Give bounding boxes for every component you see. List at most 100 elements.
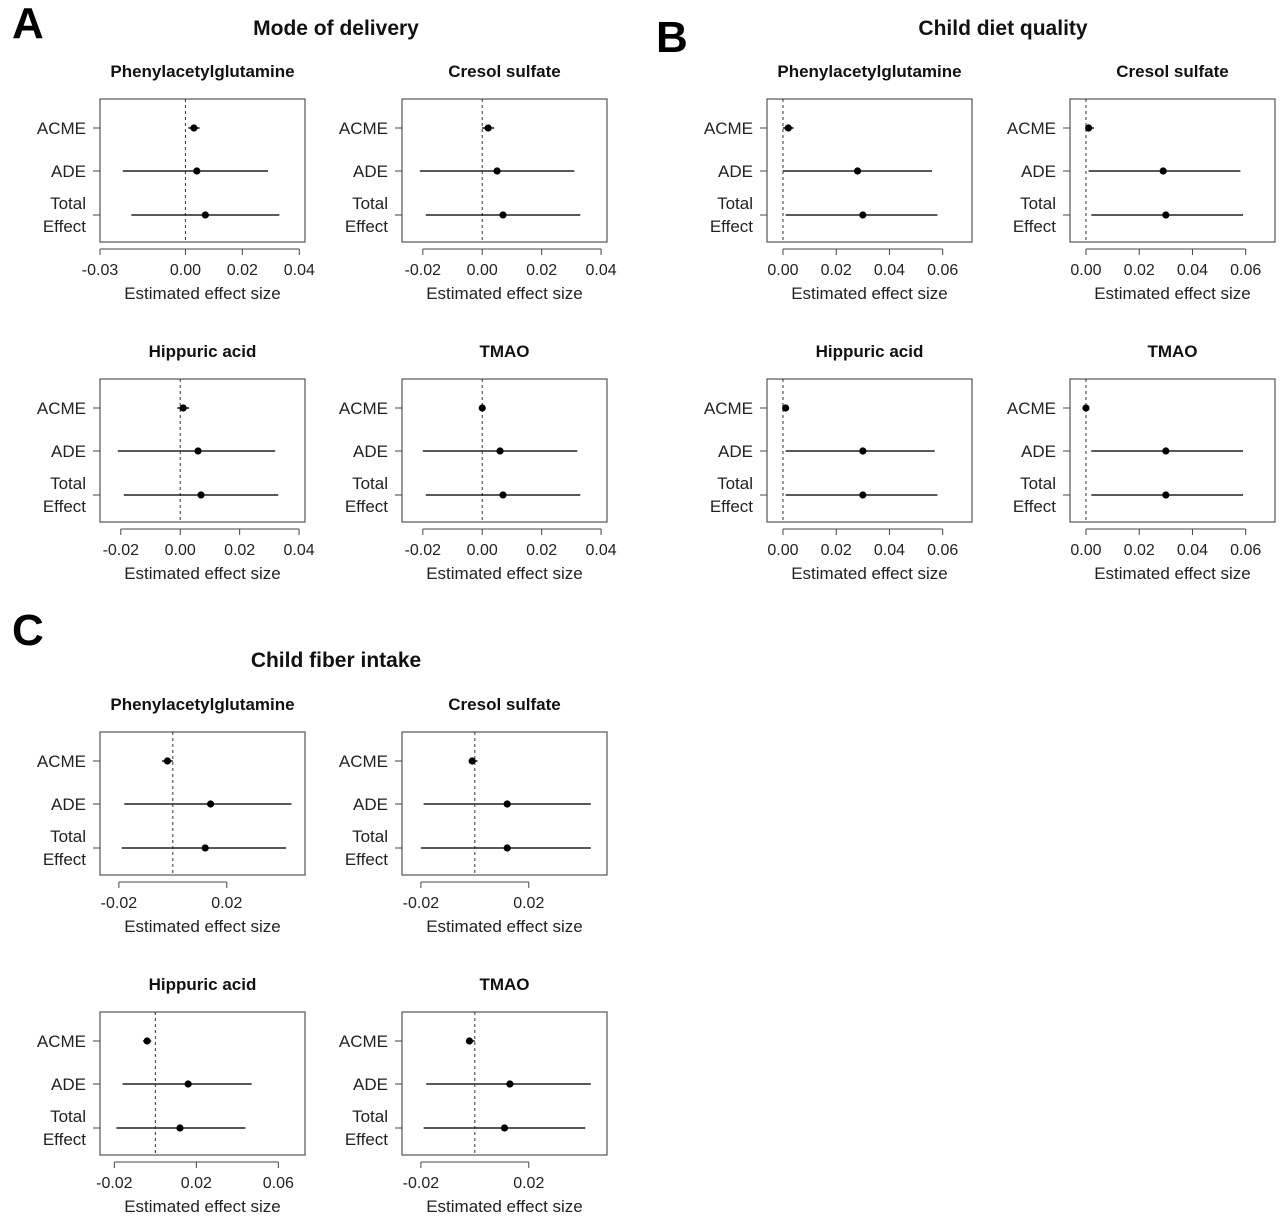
chart-c-3-title: Hippuric acid [149, 975, 257, 994]
chart-a-1-xtick-label: 0.04 [284, 262, 315, 279]
chart-b-2-xtick-label: 0.06 [1230, 262, 1261, 279]
chart-a-2-xtick-label: 0.04 [585, 262, 616, 279]
chart-a-4-row-label-effect: Effect [345, 497, 388, 516]
chart-c-1-point-1 [206, 800, 215, 808]
chart-b-1: Phenylacetylglutamine ACME ADE Total Effect 0… [704, 62, 973, 303]
chart-a-2-xlabel: Estimated effect size [426, 284, 583, 303]
chart-c-2-row-label-ade: ADE [353, 795, 388, 814]
chart-c-2-row-label-total: Total [352, 827, 388, 846]
charts-group: Phenylacetylglutamine ACME ADE Total Effect -… [37, 62, 1276, 1216]
chart-b-3-xtick-label: 0.06 [927, 542, 958, 559]
chart-c-4-row-label-total: Total [352, 1107, 388, 1126]
chart-b-2-row-label-acme: ACME [1007, 119, 1056, 138]
chart-c-3-point-2 [176, 1124, 184, 1132]
chart-c-1: Phenylacetylglutamine ACME ADE Total Effect -… [37, 695, 306, 936]
chart-a-3-xtick-label: 0.00 [165, 542, 196, 559]
chart-a-4-xlabel: Estimated effect size [426, 564, 583, 583]
chart-c-2-title: Cresol sulfate [448, 695, 560, 714]
chart-c-4-title: TMAO [479, 975, 529, 994]
chart-b-1-xtick-label: 0.02 [821, 262, 852, 279]
chart-c-3-xtick-label: 0.06 [263, 1175, 294, 1192]
chart-b-1-xlabel: Estimated effect size [791, 284, 948, 303]
chart-c-1-row-label-effect: Effect [43, 850, 86, 869]
chart-c-3-row-label-total: Total [50, 1107, 86, 1126]
chart-b-3-point-0 [782, 404, 790, 412]
chart-b-4-title: TMAO [1147, 342, 1197, 361]
chart-a-1-point-1 [193, 167, 201, 175]
chart-c-1-point-0 [163, 757, 172, 765]
chart-b-4-row-label-acme: ACME [1007, 399, 1056, 418]
chart-b-1-xtick-label: 0.00 [767, 262, 798, 279]
chart-a-3-xlabel: Estimated effect size [124, 564, 281, 583]
chart-b-3-row-label-total: Total [717, 474, 753, 493]
chart-a-1-xtick-label: 0.02 [227, 262, 258, 279]
chart-c-3-row-label-acme: ACME [37, 1032, 86, 1051]
chart-b-4-point-1 [1162, 447, 1170, 455]
chart-b-3-xtick-label: 0.00 [767, 542, 798, 559]
chart-c-3-point-0 [143, 1037, 151, 1045]
chart-c-3-point-1 [184, 1080, 192, 1088]
chart-b-2-point-1 [1159, 167, 1167, 175]
chart-a-1-xtick-label: 0.00 [170, 262, 201, 279]
chart-c-4-point-0 [465, 1037, 474, 1045]
chart-a-2-point-2 [499, 211, 507, 219]
chart-b-1-row-label-acme: ACME [704, 119, 753, 138]
chart-c-4: TMAO ACME ADE Total Effect -0.02 0.02 Estimated… [339, 975, 608, 1216]
chart-a-2-xtick-label: -0.02 [405, 262, 442, 279]
chart-a-1-point-0 [190, 124, 198, 132]
chart-b-1-title: Phenylacetylglutamine [777, 62, 961, 81]
chart-b-4-row-label-effect: Effect [1013, 497, 1056, 516]
chart-c-4-row-label-acme: ACME [339, 1032, 388, 1051]
chart-c-4-xlabel: Estimated effect size [426, 1197, 583, 1216]
chart-b-3-title: Hippuric acid [816, 342, 924, 361]
chart-a-4-row-label-acme: ACME [339, 399, 388, 418]
chart-c-2-point-0 [468, 757, 476, 765]
chart-b-3: Hippuric acid ACME ADE Total Effect 0.00 0.02 0… [704, 342, 973, 583]
panel-label-a: A [12, 0, 44, 48]
chart-a-4-xtick-label: 0.02 [526, 542, 557, 559]
chart-b-4-row-label-total: Total [1020, 474, 1056, 493]
chart-c-1-row-label-total: Total [50, 827, 86, 846]
chart-b-4-xtick-label: 0.02 [1124, 542, 1155, 559]
chart-c-1-xlabel: Estimated effect size [124, 917, 281, 936]
chart-c-2-point-2 [503, 844, 511, 852]
chart-c-2-row-label-acme: ACME [339, 752, 388, 771]
chart-b-1-row-label-total: Total [717, 194, 753, 213]
chart-a-2-xtick-label: 0.00 [467, 262, 498, 279]
chart-a-1-row-label-total: Total [50, 194, 86, 213]
chart-c-4-point-1 [506, 1080, 514, 1088]
chart-b-4-xtick-label: 0.00 [1070, 542, 1101, 559]
chart-b-3-row-label-ade: ADE [718, 442, 753, 461]
chart-b-2-row-label-ade: ADE [1021, 162, 1056, 181]
chart-a-1-row-label-effect: Effect [43, 217, 86, 236]
chart-a-4-point-0 [478, 404, 486, 412]
chart-b-3-point-1 [859, 447, 867, 455]
chart-b-4-row-label-ade: ADE [1021, 442, 1056, 461]
chart-b-2-xtick-label: 0.00 [1070, 262, 1101, 279]
chart-a-3: Hippuric acid ACME ADE Total Effect -0.02 0.00… [37, 342, 315, 583]
chart-b-4-point-2 [1162, 491, 1170, 499]
chart-a-1-xtick-label: -0.03 [82, 262, 119, 279]
chart-b-2-title: Cresol sulfate [1116, 62, 1228, 81]
chart-b-2: Cresol sulfate ACME ADE Total Effect 0.00 0.02… [1007, 62, 1276, 303]
chart-a-2-row-label-total: Total [352, 194, 388, 213]
panel-label-c: C [12, 606, 44, 655]
chart-b-4-xtick-label: 0.04 [1177, 542, 1208, 559]
chart-a-2-point-1 [493, 167, 501, 175]
chart-a-1-row-label-ade: ADE [51, 162, 86, 181]
chart-b-1-point-0 [784, 124, 792, 132]
chart-c-3-row-label-ade: ADE [51, 1075, 86, 1094]
chart-b-2-xtick-label: 0.04 [1177, 262, 1208, 279]
chart-c-1-point-2 [201, 844, 209, 852]
chart-a-4-row-label-ade: ADE [353, 442, 388, 461]
chart-c-3: Hippuric acid ACME ADE Total Effect -0.02 0.02… [37, 975, 306, 1216]
chart-c-2-xtick-label: -0.02 [403, 895, 440, 912]
chart-a-1-xlabel: Estimated effect size [124, 284, 281, 303]
chart-a-3-row-label-effect: Effect [43, 497, 86, 516]
chart-b-2-xtick-label: 0.02 [1124, 262, 1155, 279]
chart-a-3-xtick-label: 0.04 [283, 542, 314, 559]
chart-c-4-point-2 [500, 1124, 509, 1132]
chart-b-3-row-label-effect: Effect [710, 497, 753, 516]
chart-a-4-xtick-label: 0.04 [585, 542, 616, 559]
chart-b-2-row-label-total: Total [1020, 194, 1056, 213]
